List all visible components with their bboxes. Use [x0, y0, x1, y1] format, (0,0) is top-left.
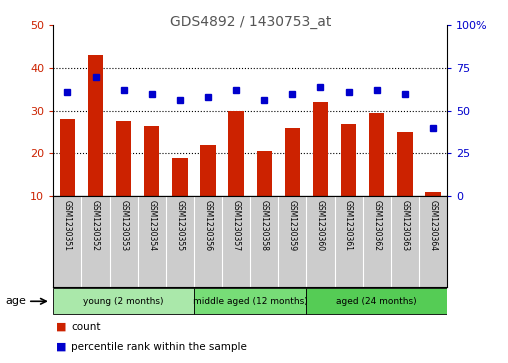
Text: aged (24 months): aged (24 months) [336, 297, 417, 306]
Bar [194, 288, 306, 314]
Text: count: count [71, 322, 101, 332]
Bar [341, 123, 356, 196]
Bar [200, 145, 216, 196]
Bar [88, 55, 103, 196]
Bar [116, 121, 132, 196]
Bar [369, 113, 385, 196]
Text: GSM1230360: GSM1230360 [316, 200, 325, 251]
Text: middle aged (12 months): middle aged (12 months) [193, 297, 307, 306]
Text: GSM1230357: GSM1230357 [232, 200, 241, 251]
Bar [313, 102, 328, 196]
Bar [397, 132, 412, 196]
Text: young (2 months): young (2 months) [83, 297, 164, 306]
Text: GSM1230354: GSM1230354 [147, 200, 156, 251]
Text: percentile rank within the sample: percentile rank within the sample [71, 342, 247, 352]
Text: GSM1230364: GSM1230364 [428, 200, 437, 251]
Text: GSM1230351: GSM1230351 [63, 200, 72, 250]
Text: GSM1230353: GSM1230353 [119, 200, 128, 251]
Text: GSM1230355: GSM1230355 [175, 200, 184, 251]
Text: age: age [5, 296, 26, 306]
Text: GDS4892 / 1430753_at: GDS4892 / 1430753_at [170, 15, 331, 29]
Bar [229, 111, 244, 196]
Bar [425, 192, 441, 196]
Text: GSM1230359: GSM1230359 [288, 200, 297, 251]
Bar [53, 288, 194, 314]
Bar [257, 151, 272, 196]
Bar [144, 126, 160, 196]
Text: GSM1230352: GSM1230352 [91, 200, 100, 250]
Text: GSM1230363: GSM1230363 [400, 200, 409, 251]
Text: GSM1230358: GSM1230358 [260, 200, 269, 250]
Text: GSM1230356: GSM1230356 [204, 200, 212, 251]
Bar [306, 288, 447, 314]
Bar [284, 128, 300, 196]
Text: ■: ■ [56, 322, 67, 332]
Bar [59, 119, 75, 196]
Text: ■: ■ [56, 342, 67, 352]
Text: GSM1230361: GSM1230361 [344, 200, 353, 250]
Bar [172, 158, 187, 196]
Text: GSM1230362: GSM1230362 [372, 200, 381, 250]
